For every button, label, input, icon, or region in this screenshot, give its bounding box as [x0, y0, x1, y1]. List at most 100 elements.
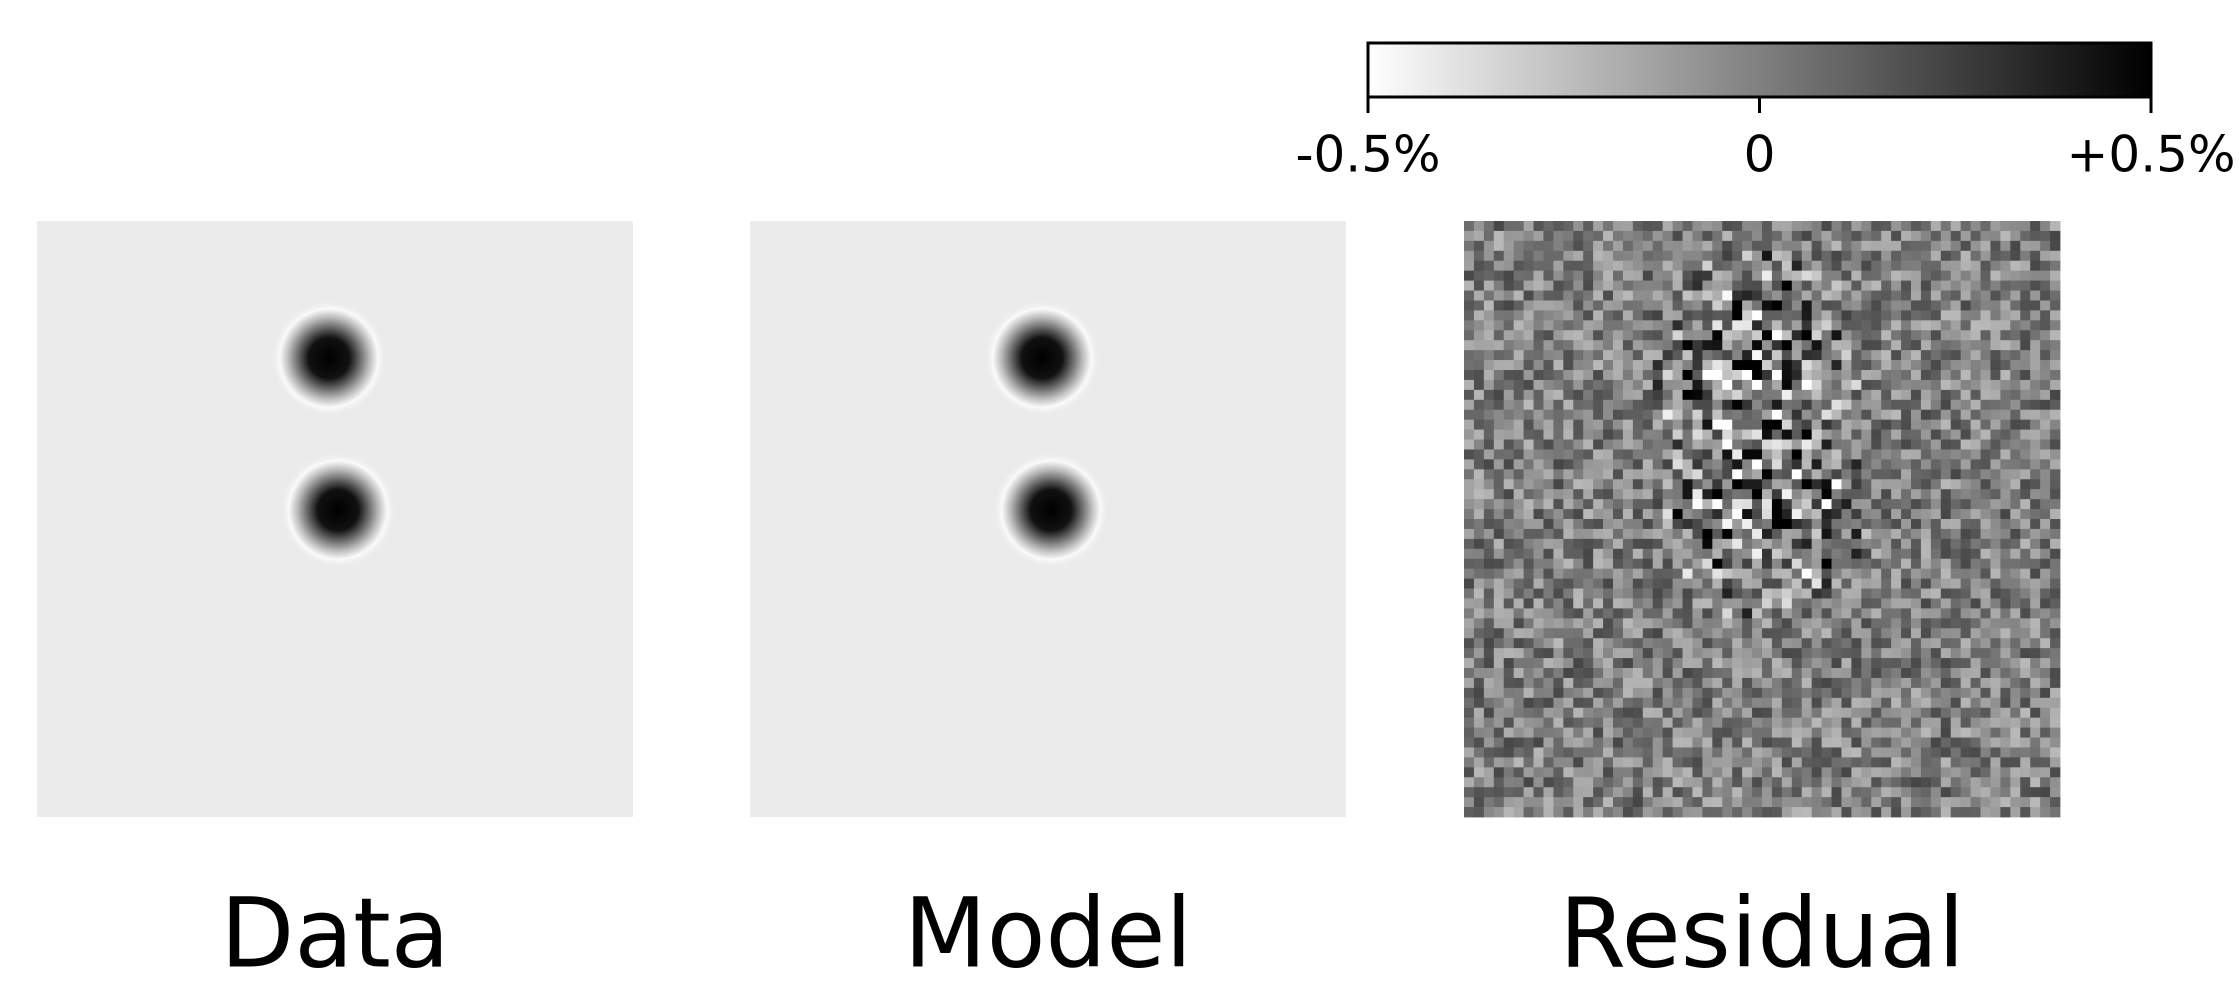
residual-pixel — [1692, 281, 1702, 291]
residual-pixel — [1782, 390, 1792, 400]
residual-pixel — [1812, 658, 1822, 668]
source-blob — [280, 452, 396, 568]
residual-pixel — [1534, 459, 1544, 469]
residual-pixel — [1553, 231, 1563, 241]
residual-pixel — [1563, 549, 1573, 559]
residual-pixel — [1464, 420, 1474, 430]
residual-pixel — [1623, 241, 1633, 251]
residual-pixel — [2010, 420, 2020, 430]
residual-pixel — [1474, 589, 1484, 599]
residual-pixel — [1553, 708, 1563, 718]
residual-pixel — [1702, 489, 1712, 499]
residual-pixel — [1633, 589, 1643, 599]
residual-pixel — [1643, 330, 1653, 340]
residual-pixel — [1802, 479, 1812, 489]
residual-pixel — [1633, 221, 1643, 231]
residual-pixel — [1990, 767, 2000, 777]
residual-pixel — [1494, 608, 1504, 618]
residual-pixel — [1712, 430, 1722, 440]
residual-pixel — [1832, 787, 1842, 797]
residual-pixel — [1683, 251, 1693, 261]
residual-pixel — [1911, 807, 1921, 817]
residual-pixel — [1494, 698, 1504, 708]
residual-pixel — [1990, 787, 2000, 797]
residual-pixel — [1832, 757, 1842, 767]
residual-pixel — [1484, 380, 1494, 390]
residual-pixel — [1633, 728, 1643, 738]
residual-pixel — [1732, 340, 1742, 350]
residual-pixel — [1504, 807, 1514, 817]
residual-pixel — [1990, 330, 2000, 340]
residual-pixel — [1623, 499, 1633, 509]
residual-pixel — [1931, 479, 1941, 489]
residual-pixel — [1782, 400, 1792, 410]
residual-pixel — [1931, 281, 1941, 291]
residual-pixel — [1524, 221, 1534, 231]
residual-pixel — [1474, 747, 1484, 757]
residual-pixel — [2000, 539, 2010, 549]
residual-pixel — [1822, 618, 1832, 628]
residual-pixel — [1563, 569, 1573, 579]
residual-pixel — [1981, 400, 1991, 410]
residual-pixel — [1524, 449, 1534, 459]
residual-pixel — [1901, 539, 1911, 549]
residual-pixel — [1921, 678, 1931, 688]
residual-pixel — [1673, 787, 1683, 797]
residual-pixel — [1583, 608, 1593, 618]
residual-pixel — [1921, 757, 1931, 767]
residual-pixel — [1484, 271, 1494, 281]
residual-pixel — [1822, 519, 1832, 529]
residual-pixel — [2030, 330, 2040, 340]
residual-pixel — [1712, 310, 1722, 320]
residual-pixel — [1633, 579, 1643, 589]
residual-pixel — [1722, 678, 1732, 688]
residual-pixel — [1742, 370, 1752, 380]
residual-pixel — [2040, 539, 2050, 549]
residual-pixel — [1841, 777, 1851, 787]
residual-pixel — [1653, 718, 1663, 728]
residual-pixel — [1663, 350, 1673, 360]
residual-pixel — [1951, 509, 1961, 519]
residual-pixel — [1971, 430, 1981, 440]
residual-pixel — [1981, 241, 1991, 251]
residual-pixel — [1683, 261, 1693, 271]
residual-pixel — [2020, 757, 2030, 767]
residual-pixel — [1901, 380, 1911, 390]
residual-pixel — [1553, 539, 1563, 549]
residual-pixel — [1464, 728, 1474, 738]
residual-pixel — [1990, 310, 2000, 320]
residual-pixel — [1464, 251, 1474, 261]
residual-pixel — [1494, 241, 1504, 251]
residual-pixel — [1941, 598, 1951, 608]
residual-pixel — [1593, 579, 1603, 589]
residual-pixel — [1802, 519, 1812, 529]
residual-pixel — [1583, 449, 1593, 459]
residual-pixel — [1583, 678, 1593, 688]
residual-pixel — [1941, 281, 1951, 291]
residual-pixel — [1702, 797, 1712, 807]
residual-pixel — [1583, 757, 1593, 767]
residual-pixel — [1732, 489, 1742, 499]
residual-pixel — [2040, 529, 2050, 539]
residual-pixel — [1514, 261, 1524, 271]
residual-pixel — [1573, 589, 1583, 599]
residual-pixel — [1981, 251, 1991, 261]
residual-pixel — [1534, 598, 1544, 608]
residual-pixel — [1971, 559, 1981, 569]
residual-pixel — [1593, 390, 1603, 400]
residual-pixel — [2020, 350, 2030, 360]
residual-pixel — [1851, 658, 1861, 668]
residual-pixel — [2030, 370, 2040, 380]
residual-pixel — [2000, 559, 2010, 569]
residual-pixel — [2040, 728, 2050, 738]
residual-pixel — [1524, 648, 1534, 658]
residual-pixel — [2000, 330, 2010, 340]
residual-pixel — [1742, 658, 1752, 668]
residual-pixel — [1981, 757, 1991, 767]
residual-pixel — [1692, 698, 1702, 708]
residual-pixel — [1901, 698, 1911, 708]
residual-pixel — [1583, 291, 1593, 301]
residual-pixel — [1573, 380, 1583, 390]
residual-pixel — [1901, 807, 1911, 817]
residual-pixel — [1891, 340, 1901, 350]
